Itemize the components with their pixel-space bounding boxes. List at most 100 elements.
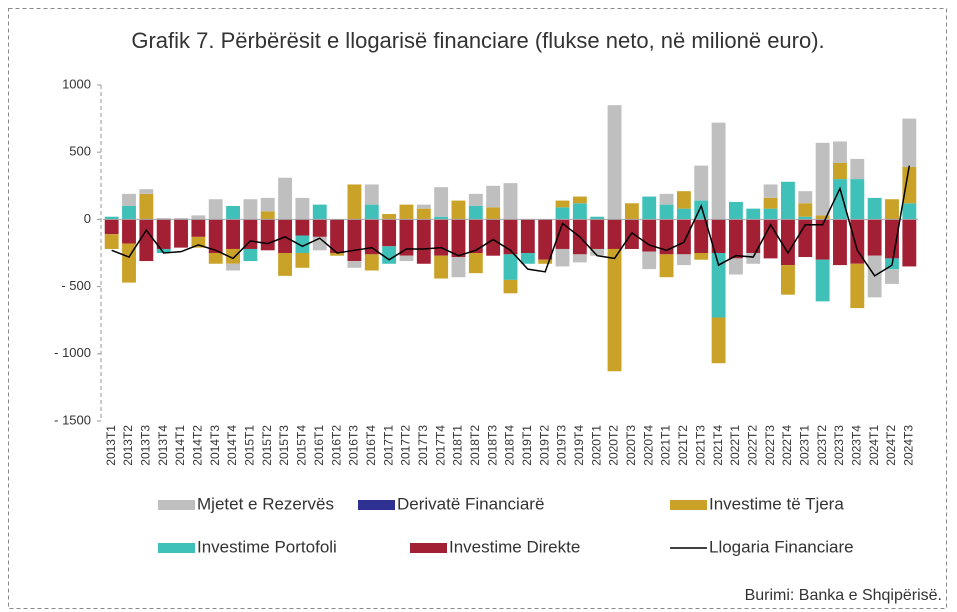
bar bbox=[295, 197, 310, 220]
legend-label: Derivatë Financiarë bbox=[397, 494, 544, 513]
bar bbox=[174, 219, 188, 248]
x-tick-label: 2021T2 bbox=[676, 425, 690, 466]
bar bbox=[208, 253, 223, 264]
x-tick-label: 2022T3 bbox=[763, 425, 777, 466]
bar bbox=[416, 204, 431, 209]
bar bbox=[104, 216, 119, 220]
bar bbox=[486, 219, 501, 256]
bar bbox=[243, 199, 258, 220]
bar bbox=[122, 219, 136, 244]
bar bbox=[295, 235, 310, 253]
bar bbox=[833, 162, 847, 180]
bar bbox=[468, 205, 483, 220]
x-tick-label: 2013T1 bbox=[104, 425, 118, 466]
line bbox=[111, 165, 911, 277]
bar bbox=[208, 199, 223, 220]
y-tick-label: - 500 bbox=[61, 278, 91, 293]
x-tick-label: 2016T4 bbox=[364, 425, 378, 466]
bar bbox=[555, 248, 570, 267]
bar bbox=[434, 219, 449, 256]
bar bbox=[798, 203, 813, 217]
bar bbox=[590, 248, 605, 256]
bar bbox=[902, 118, 917, 167]
bar bbox=[728, 201, 743, 220]
bar bbox=[572, 196, 587, 204]
bar bbox=[798, 191, 813, 204]
bar bbox=[833, 179, 847, 220]
bar bbox=[382, 214, 397, 220]
bar bbox=[364, 254, 379, 271]
bar bbox=[399, 204, 414, 220]
x-tick-label: 2023T3 bbox=[832, 425, 846, 466]
x-tick-label: 2015T4 bbox=[295, 425, 309, 466]
bar bbox=[850, 219, 865, 264]
bar bbox=[330, 253, 345, 256]
bar bbox=[156, 248, 171, 253]
bar bbox=[676, 219, 691, 255]
bar bbox=[659, 219, 674, 255]
bar bbox=[295, 253, 310, 268]
bar bbox=[850, 179, 865, 220]
bar bbox=[243, 219, 258, 249]
bar bbox=[555, 207, 570, 220]
legend-label: Investime të Tjera bbox=[709, 494, 844, 513]
legend-swatch bbox=[410, 543, 447, 553]
bar bbox=[260, 219, 275, 251]
bar bbox=[468, 193, 483, 206]
bar bbox=[902, 219, 917, 267]
x-tick-label: 2016T3 bbox=[347, 425, 361, 466]
x-tick-label: 2022T4 bbox=[780, 425, 794, 466]
bar bbox=[260, 197, 275, 212]
bar bbox=[139, 193, 154, 220]
x-tick-label: 2022T1 bbox=[728, 425, 742, 466]
x-tick-label: 2017T1 bbox=[381, 425, 395, 466]
bar bbox=[694, 165, 709, 201]
bar bbox=[416, 208, 431, 220]
y-tick-label: 500 bbox=[69, 144, 91, 159]
bar bbox=[364, 184, 379, 205]
bar bbox=[260, 211, 275, 220]
bar bbox=[728, 219, 743, 259]
x-tick-label: 2024T1 bbox=[867, 425, 881, 466]
x-tick-label: 2014T3 bbox=[208, 425, 222, 466]
bar bbox=[538, 259, 553, 264]
bar bbox=[798, 216, 813, 220]
bar bbox=[711, 253, 726, 318]
bar bbox=[104, 234, 119, 249]
x-tick-label: 2022T2 bbox=[745, 425, 759, 466]
x-tick-label: 2020T2 bbox=[607, 425, 621, 466]
bar bbox=[902, 203, 917, 220]
y-tick-label: - 1500 bbox=[54, 412, 91, 427]
bar bbox=[659, 193, 674, 205]
bar bbox=[590, 216, 605, 220]
bar bbox=[295, 219, 310, 236]
bar bbox=[434, 187, 449, 217]
x-tick-label: 2014T2 bbox=[191, 425, 205, 466]
bar bbox=[399, 219, 414, 256]
x-tick-label: 2015T2 bbox=[260, 425, 274, 466]
bar bbox=[191, 236, 206, 248]
legend-label: Llogaria Financiare bbox=[709, 537, 854, 556]
y-tick-label: 1000 bbox=[62, 76, 91, 91]
x-tick-label: 2014T4 bbox=[225, 425, 239, 466]
bar bbox=[122, 243, 136, 283]
bar bbox=[711, 122, 726, 220]
x-tick-label: 2013T3 bbox=[139, 425, 153, 466]
x-tick-label: 2023T2 bbox=[815, 425, 829, 466]
bar bbox=[624, 219, 639, 249]
x-tick-label: 2023T1 bbox=[797, 425, 811, 466]
bar bbox=[607, 248, 622, 372]
x-tick-label: 2017T3 bbox=[416, 425, 430, 466]
x-tick-label: 2024T3 bbox=[902, 425, 916, 466]
bar bbox=[850, 263, 865, 309]
bar bbox=[624, 203, 639, 220]
bar bbox=[694, 219, 709, 253]
x-tick-label: 2016T2 bbox=[329, 425, 343, 466]
bar bbox=[867, 197, 882, 220]
bar bbox=[191, 219, 206, 237]
bar bbox=[122, 193, 136, 206]
x-tick-label: 2018T1 bbox=[451, 425, 465, 466]
bar bbox=[572, 203, 587, 220]
bar bbox=[382, 246, 397, 264]
